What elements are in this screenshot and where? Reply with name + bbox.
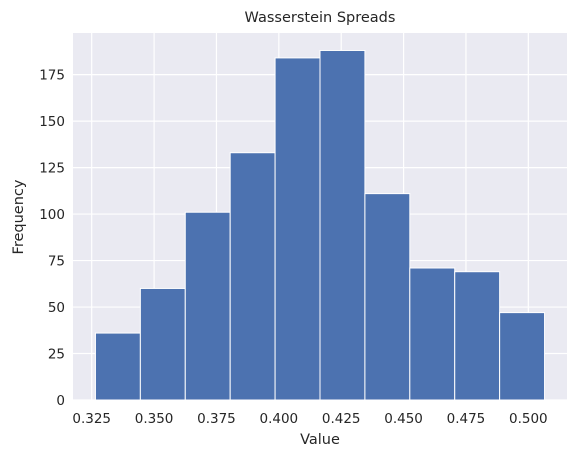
y-axis-ticks: 0 25 50 75 100 125 150 175 [39,68,65,409]
histogram-bar [320,50,365,400]
x-axis-ticks: 0.325 0.350 0.375 0.400 0.425 0.450 0.475 0.500 [72,411,547,427]
y-tick-label: 25 [48,347,65,363]
histogram-bar [365,194,410,400]
histogram-bar [410,268,455,400]
x-axis-label: Value [300,432,340,448]
y-tick-label: 0 [56,393,65,409]
x-tick-label: 0.350 [135,411,174,427]
histogram-bar [185,212,230,400]
x-tick-label: 0.475 [447,411,486,427]
histogram-bar [275,58,320,400]
x-tick-label: 0.500 [509,411,548,427]
histogram-bar [230,153,275,400]
x-tick-label: 0.375 [197,411,236,427]
y-tick-label: 100 [39,207,65,223]
histogram-bar [500,313,545,400]
x-tick-label: 0.325 [72,411,111,427]
y-tick-label: 125 [39,161,65,177]
chart-title: Wasserstein Spreads [245,10,396,26]
y-tick-label: 75 [48,254,65,270]
x-tick-label: 0.425 [322,411,361,427]
y-tick-label: 175 [39,68,65,84]
y-axis-label: Frequency [11,179,27,254]
histogram-bar [140,288,185,400]
histogram-bar [455,272,500,400]
x-tick-label: 0.450 [384,411,423,427]
x-tick-label: 0.400 [260,411,299,427]
y-tick-label: 50 [48,300,65,316]
histogram-bar [95,333,140,400]
y-tick-label: 150 [39,114,65,130]
